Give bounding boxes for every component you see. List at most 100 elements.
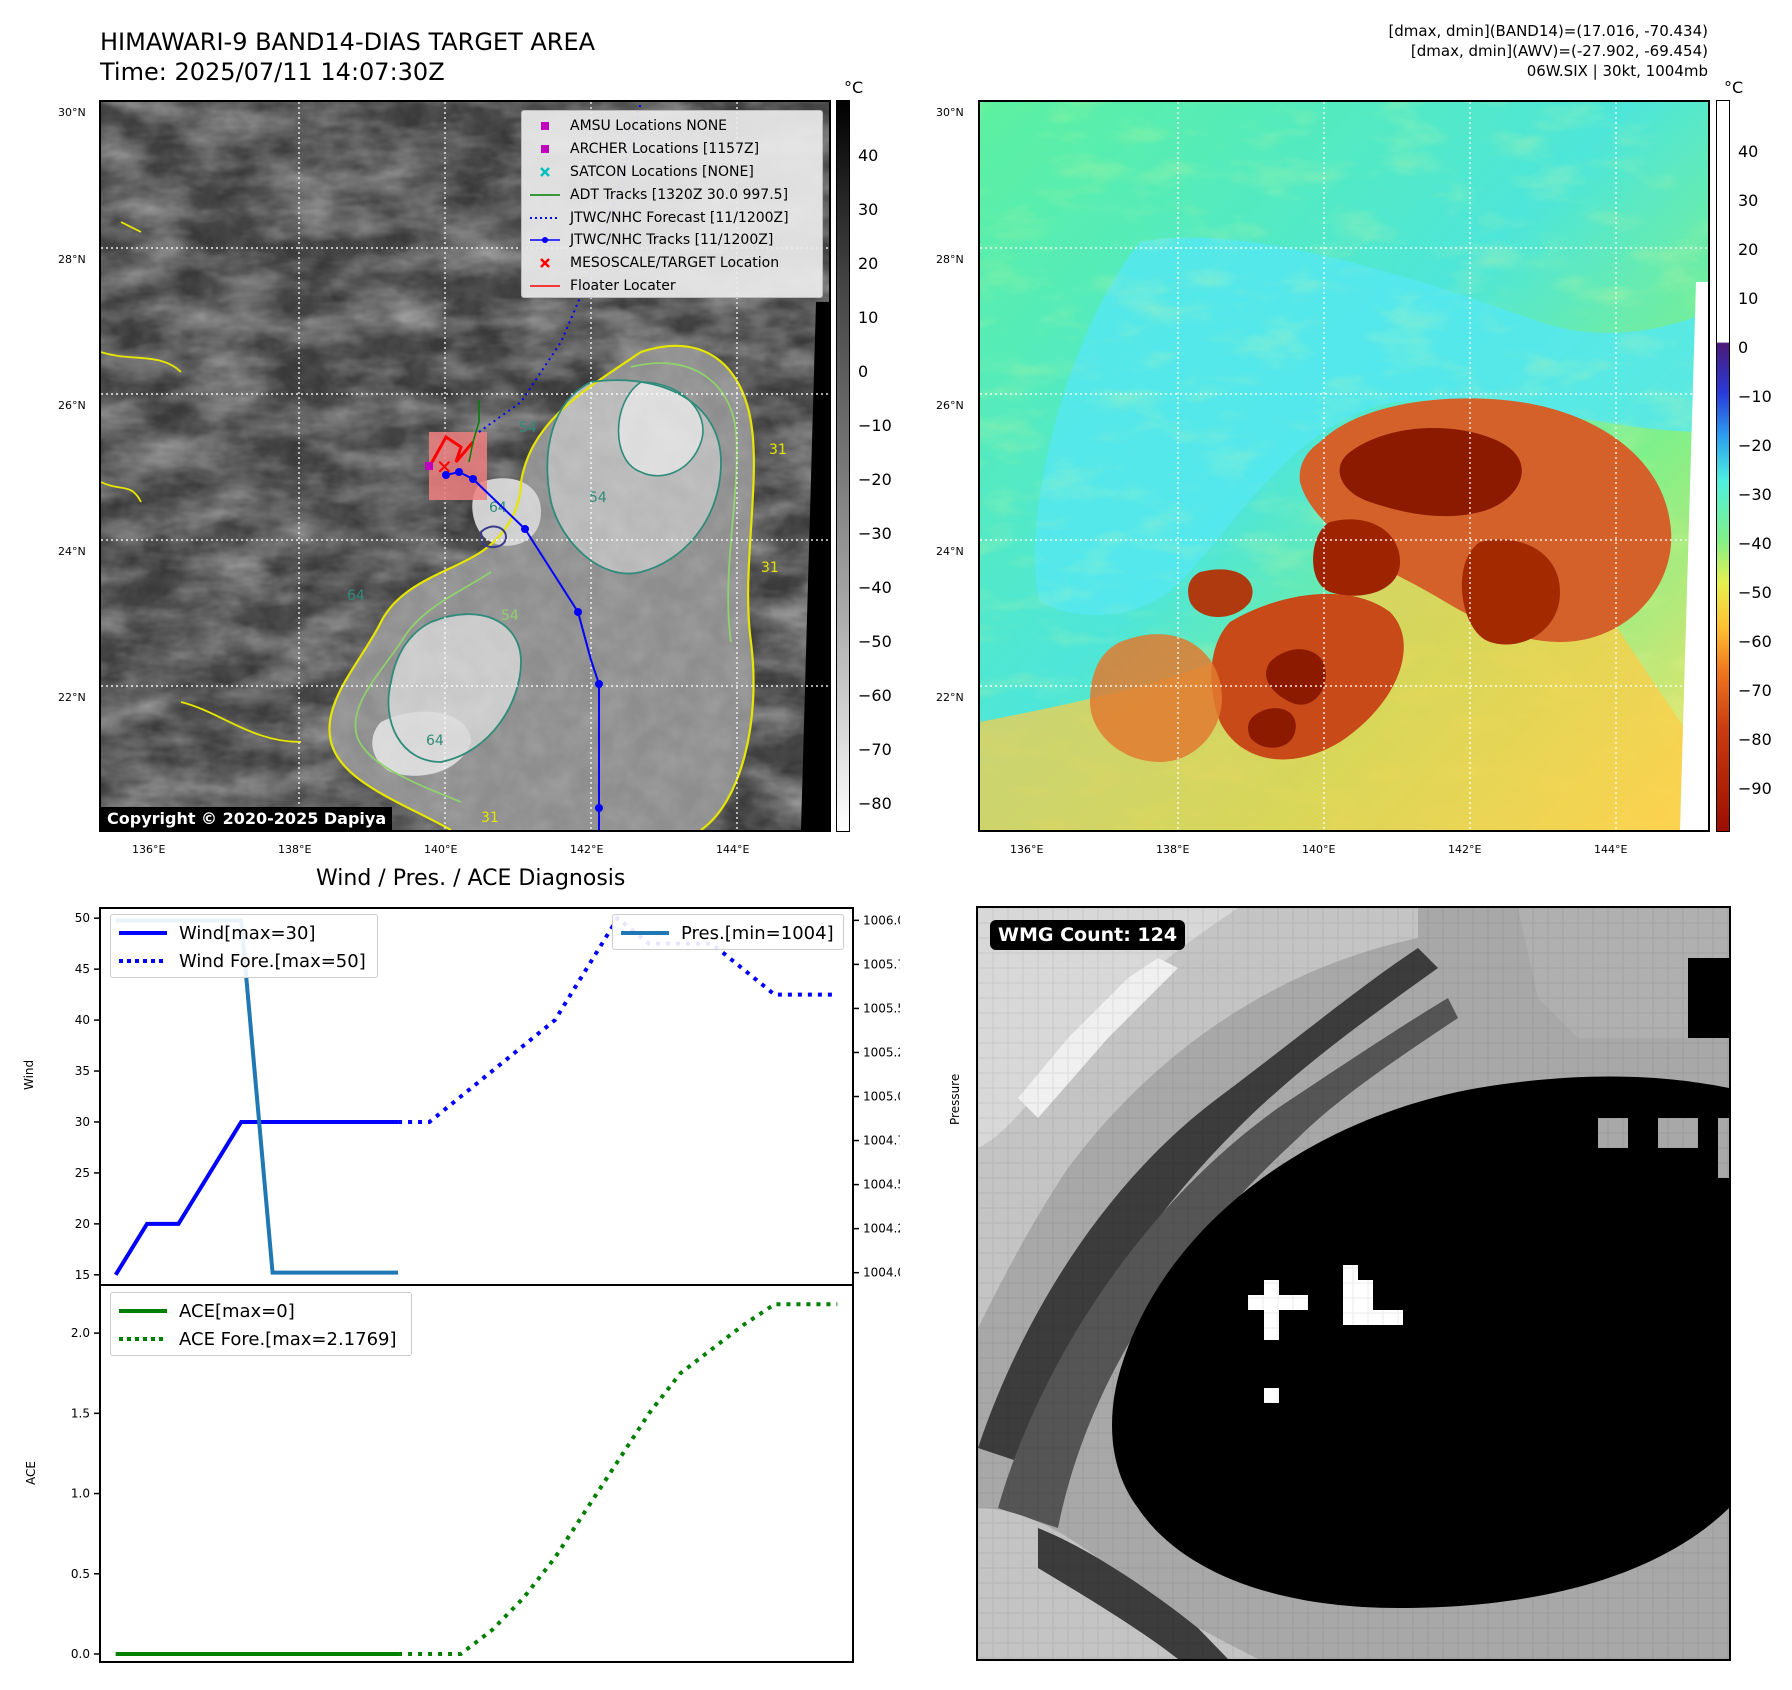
wmg-panel: WMG Count: 124 xyxy=(976,906,1731,1661)
ir-colorbar-tick: 30 xyxy=(858,200,879,219)
awv-colorbar-tick: 0 xyxy=(1738,338,1749,357)
ace-tick: 1.0 xyxy=(71,1487,90,1501)
colorbar-unit: °C xyxy=(1724,78,1744,97)
lat-tick: 26°N xyxy=(936,399,964,412)
legend-item-forecast: JTWC/NHC Forecast [11/1200Z] xyxy=(530,209,789,226)
awv-colorbar-tick: −20 xyxy=(1738,436,1772,455)
awv-colorbar-tick: −10 xyxy=(1738,387,1772,406)
contour-label: 64 xyxy=(489,500,507,516)
awv-colorbar-tick: −50 xyxy=(1738,583,1772,602)
ir-colorbar-tick: 0 xyxy=(858,362,869,381)
contour-label: 31 xyxy=(481,810,499,826)
awv-colorbar-tick: −30 xyxy=(1738,485,1772,504)
lon-tick: 142°E xyxy=(1448,843,1482,856)
lat-tick: 26°N xyxy=(58,399,86,412)
ace-tick: 2.0 xyxy=(71,1326,90,1340)
diagnosis-chart: 50 45 40 35 30 25 20 15 1006.00 1005.75 1005.50 10… xyxy=(71,907,900,1663)
legend-item-ace: ACE[max=0] xyxy=(119,1300,295,1322)
lon-tick: 142°E xyxy=(570,843,604,856)
wmg-count-label: WMG Count: 124 xyxy=(990,920,1186,950)
lon-tick: 138°E xyxy=(278,843,312,856)
awv-colorbar-tick: −60 xyxy=(1738,632,1772,651)
lat-tick: 30°N xyxy=(58,106,86,119)
lat-tick: 24°N xyxy=(936,545,964,558)
ace-tick: 1.5 xyxy=(71,1406,90,1420)
awv-colorbar-tick: −40 xyxy=(1738,534,1772,553)
pressure-tick: 1005.75 xyxy=(863,957,900,971)
awv-colorbar xyxy=(1716,100,1730,832)
wind-tick: 20 xyxy=(75,1217,90,1231)
ir-colorbar-tick: −40 xyxy=(858,578,892,597)
ace-legend: ACE[max=0] ACE Fore.[max=2.1769] xyxy=(110,1292,412,1356)
wind-tick: 35 xyxy=(75,1064,90,1078)
awv-colorbar-tick: −80 xyxy=(1738,730,1772,749)
legend-item-wind-fore: Wind Fore.[max=50] xyxy=(119,950,366,972)
legend-item-wind: Wind[max=30] xyxy=(119,922,316,944)
colorbar-unit: °C xyxy=(844,78,864,97)
ir-colorbar-tick: −10 xyxy=(858,416,892,435)
contour-label: 54 xyxy=(589,490,607,506)
ir-colorbar-tick: −20 xyxy=(858,470,892,489)
diagnosis-title: Wind / Pres. / ACE Diagnosis xyxy=(316,866,626,891)
contour-label: 31 xyxy=(769,442,787,458)
legend-item-target: MESOSCALE/TARGET Location xyxy=(528,252,816,275)
map-legend: AMSU Locations NONE ARCHER Locations [11… xyxy=(521,110,823,298)
lon-tick: 140°E xyxy=(1302,843,1336,856)
wmg-image xyxy=(978,908,1729,1659)
ir-colorbar xyxy=(836,100,850,832)
lon-tick: 136°E xyxy=(132,843,166,856)
lat-tick: 22°N xyxy=(58,691,86,704)
pressure-tick: 1005.25 xyxy=(863,1045,900,1059)
pressure-legend: Pres.[min=1004] xyxy=(612,914,844,950)
ir-colorbar-tick: 40 xyxy=(858,146,879,165)
ir-map-panel: 54 31 64 54 31 31 54 64 64 ✕ xyxy=(99,100,831,832)
storm-info: 06W.SIX | 30kt, 1004mb xyxy=(1526,62,1708,80)
awv-colorbar-tick: −70 xyxy=(1738,681,1772,700)
awv-colorbar-tick: 30 xyxy=(1738,191,1759,210)
ir-colorbar-tick: −80 xyxy=(858,794,892,813)
pressure-axis-label: Pressure xyxy=(948,1073,962,1125)
legend-item-satcon: SATCON Locations [NONE] xyxy=(528,161,816,184)
lon-tick: 138°E xyxy=(1156,843,1190,856)
contour-label: 54 xyxy=(519,420,537,436)
pressure-tick: 1004.50 xyxy=(863,1178,900,1192)
band14-range: [dmax, dmin](BAND14)=(17.016, -70.434) xyxy=(1388,22,1708,40)
legend-item-ace-fore: ACE Fore.[max=2.1769] xyxy=(119,1328,397,1350)
lon-tick: 140°E xyxy=(424,843,458,856)
awv-colorbar-tick: 10 xyxy=(1738,289,1759,308)
ir-colorbar-tick: 10 xyxy=(858,308,879,327)
lat-tick: 24°N xyxy=(58,545,86,558)
awv-map-image xyxy=(980,102,1708,830)
contour-label: 31 xyxy=(761,560,779,576)
contour-label: 64 xyxy=(347,588,365,604)
legend-item-floater: Floater Locater xyxy=(530,277,676,294)
pressure-tick: 1004.00 xyxy=(863,1266,900,1280)
awv-range: [dmax, dmin](AWV)=(-27.902, -69.454) xyxy=(1410,42,1708,60)
wind-tick: 15 xyxy=(75,1268,90,1282)
legend-item-tracks: JTWC/NHC Tracks [11/1200Z] xyxy=(528,229,816,252)
lat-tick: 28°N xyxy=(58,253,86,266)
ace-axis-label: ACE xyxy=(24,1461,38,1485)
ir-colorbar-tick: −50 xyxy=(858,632,892,651)
lon-tick: 136°E xyxy=(1010,843,1044,856)
wind-series-line xyxy=(113,1119,399,1276)
contour-label: 64 xyxy=(426,733,444,749)
lon-tick: 144°E xyxy=(1594,843,1628,856)
ir-colorbar-tick: 20 xyxy=(858,254,879,273)
wind-tick: 40 xyxy=(75,1013,90,1027)
awv-colorbar-tick: 20 xyxy=(1738,240,1759,259)
legend-item-amsu: AMSU Locations NONE xyxy=(528,115,816,138)
ace-tick: 0.0 xyxy=(71,1647,90,1661)
lat-tick: 22°N xyxy=(936,691,964,704)
lat-tick: 28°N xyxy=(936,253,964,266)
wind-axis-label: Wind xyxy=(22,1059,36,1090)
legend-item-adt: ADT Tracks [1320Z 30.0 997.5] xyxy=(530,186,789,203)
legend-item-archer: ARCHER Locations [1157Z] xyxy=(528,138,816,161)
wind-tick: 30 xyxy=(75,1115,90,1129)
pressure-tick: 1005.00 xyxy=(863,1090,900,1104)
wind-tick: 50 xyxy=(75,911,90,925)
awv-colorbar-tick: −90 xyxy=(1738,779,1772,798)
time-title: Time: 2025/07/11 14:07:30Z xyxy=(100,58,445,86)
wind-tick: 25 xyxy=(75,1166,90,1180)
ir-colorbar-tick: −70 xyxy=(858,740,892,759)
